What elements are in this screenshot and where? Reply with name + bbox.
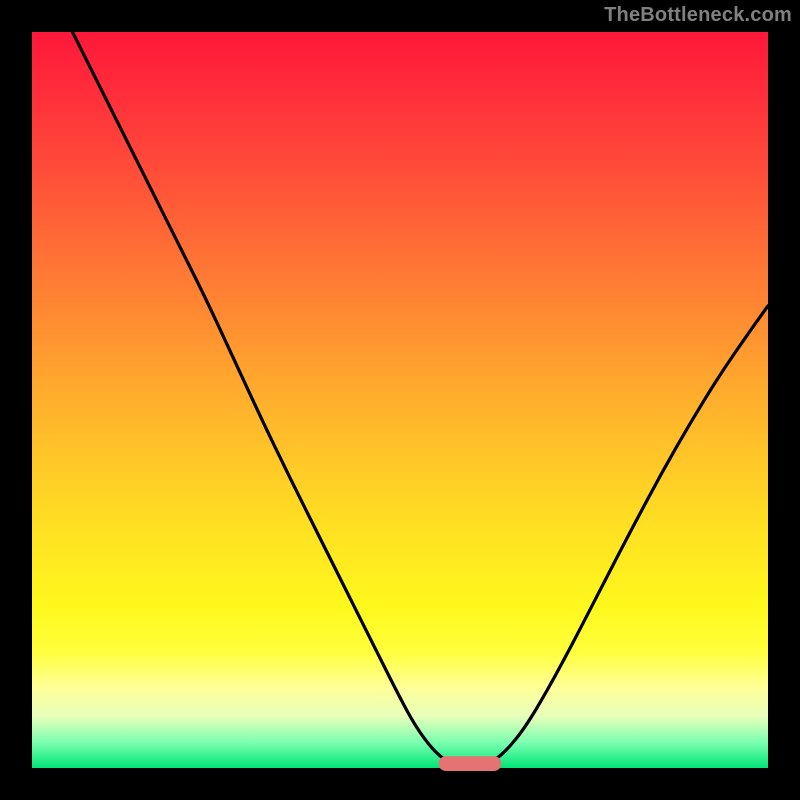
bottleneck-chart bbox=[0, 0, 800, 800]
chart-container: { "watermark": { "text": "TheBottleneck.… bbox=[0, 0, 800, 800]
optimum-marker bbox=[439, 756, 502, 771]
watermark-text: TheBottleneck.com bbox=[604, 4, 792, 27]
plot-background bbox=[32, 32, 768, 768]
